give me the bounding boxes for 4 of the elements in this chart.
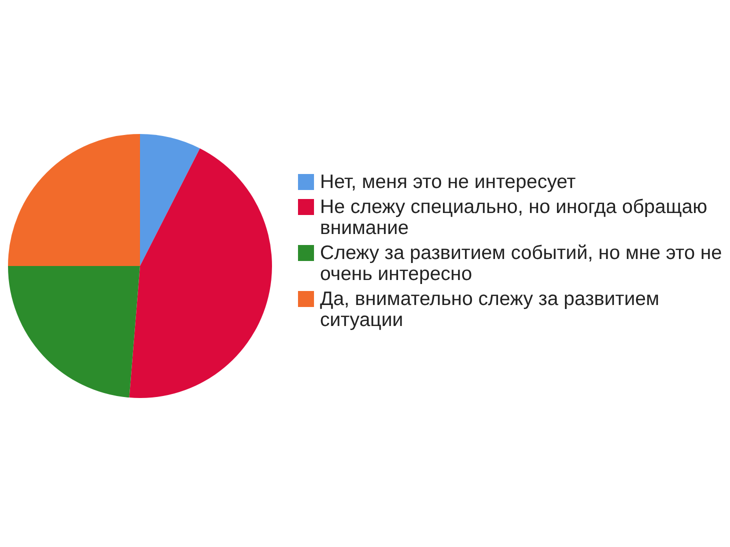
legend-label: Слежу за развитием событий, но мне это не очень интересно: [320, 242, 723, 285]
legend-label: Да, внимательно слежу за развитием ситуации: [320, 288, 660, 331]
legend-label: Нет, меня это не интересует: [320, 171, 576, 193]
legend-label: Не слежу специально, но иногда обращаю внимание: [320, 196, 708, 239]
